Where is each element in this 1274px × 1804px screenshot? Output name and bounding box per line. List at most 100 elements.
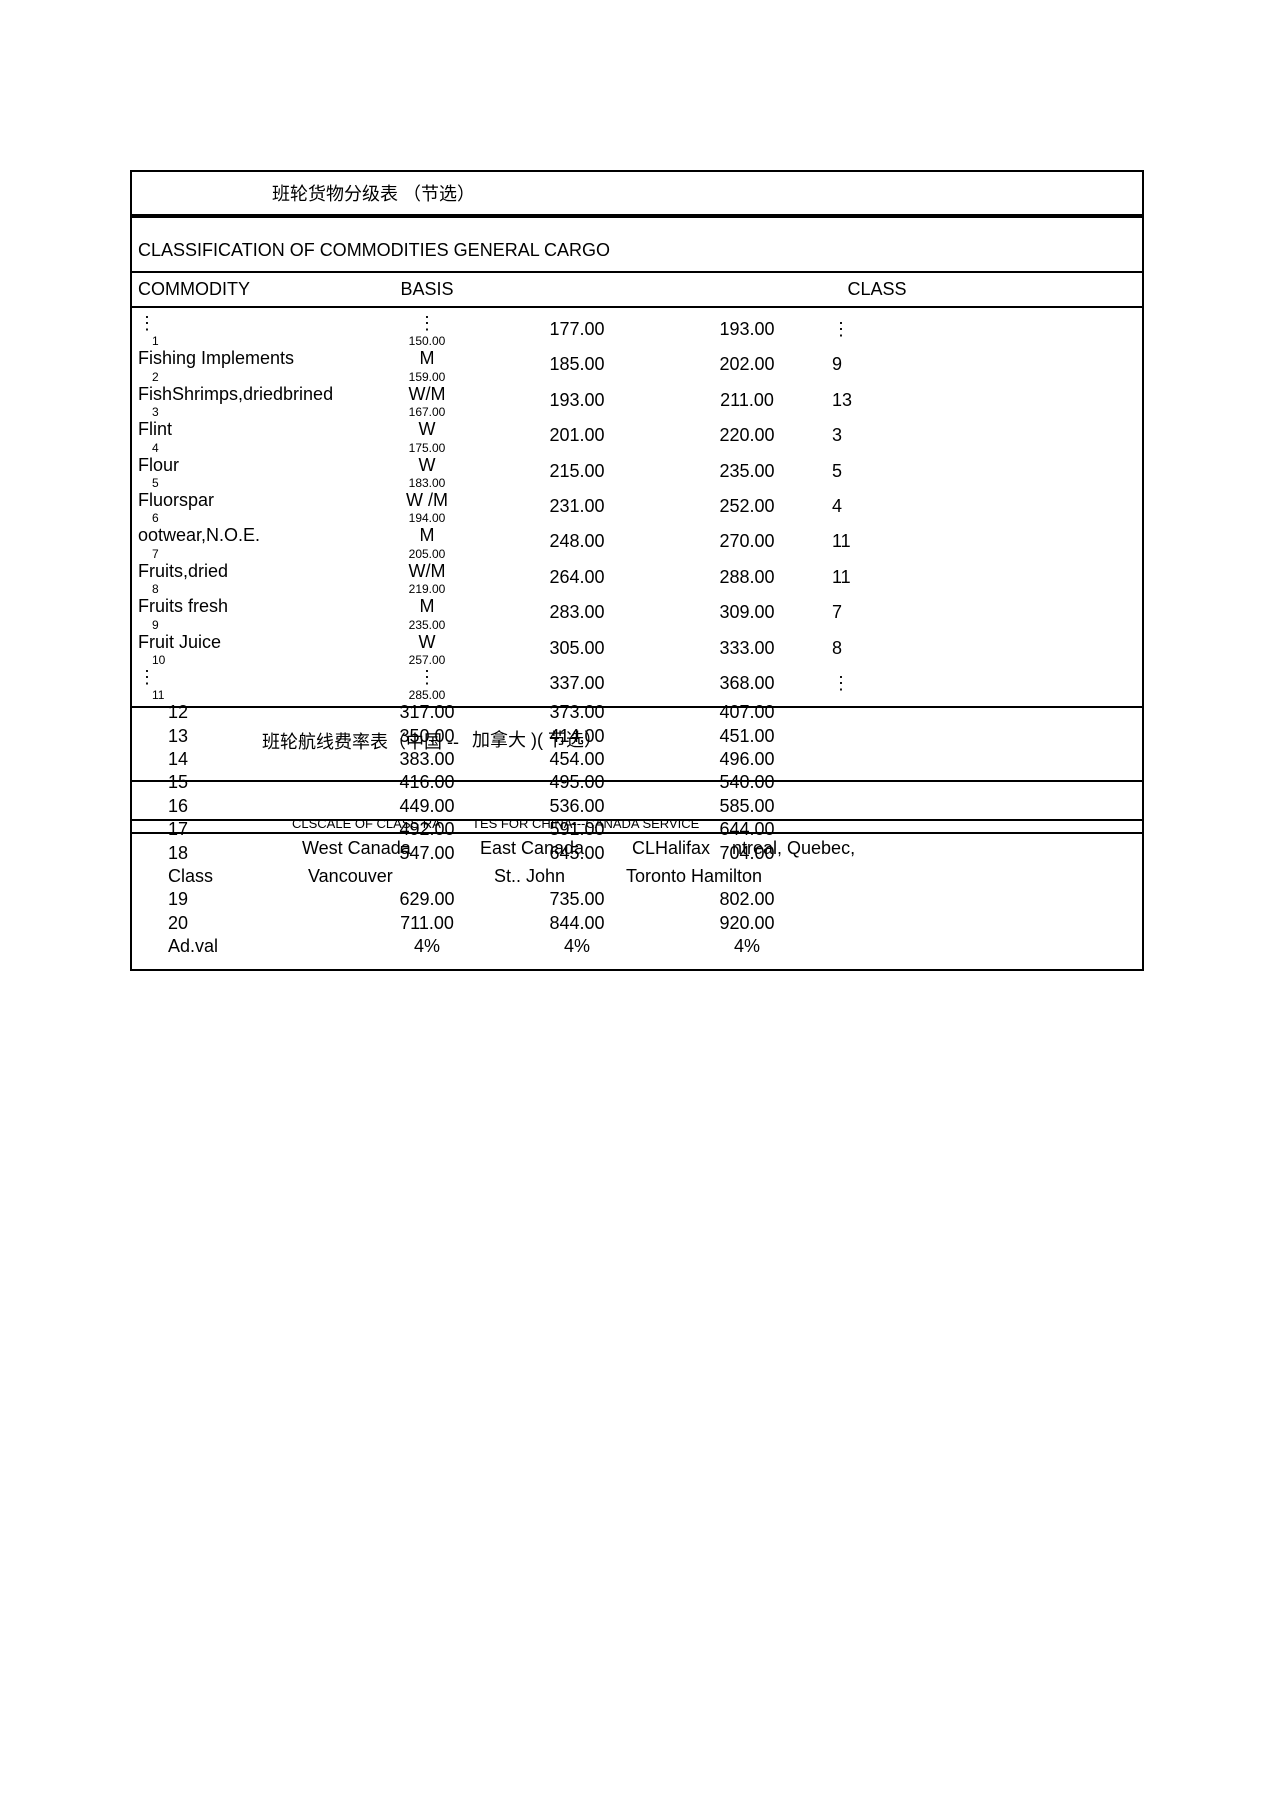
value-cell: 844.00 [492, 912, 662, 935]
table-row: ootwear,N.O.E.7M205.00248.00270.0011 [132, 524, 1142, 559]
basis-cell: 711.00 [362, 912, 492, 935]
value-cell: 454.00 [492, 748, 662, 771]
table-row: Ad.val4%4%4% [132, 935, 1142, 958]
commodity-cell: 16 [132, 795, 362, 818]
table-row: 12317.00373.00407.00 [132, 701, 1142, 724]
table-row: 20711.00844.00920.00 [132, 912, 1142, 935]
commodity-cell: 19 [132, 888, 362, 911]
table-row: Flint4W175.00201.00220.003 [132, 418, 1142, 453]
class-number-cell: 8 [832, 637, 892, 660]
commodity-cell: FishShrimps,driedbrined3 [132, 383, 362, 418]
commodity-cell: ootwear,N.O.E.7 [132, 524, 362, 559]
table-row: Fruit Juice10W257.00305.00333.008 [132, 631, 1142, 666]
value-cell: 235.00 [662, 460, 832, 483]
class-number-cell: 11 [832, 566, 892, 589]
value-cell: 201.00 [492, 424, 662, 447]
value-cell: 368.00 [662, 672, 832, 695]
value-cell: 305.00 [492, 637, 662, 660]
commodity-cell: 18 [132, 842, 362, 865]
basis-cell: ⋮150.00 [362, 312, 492, 347]
table-row: 14383.00454.00496.00 [132, 748, 1142, 771]
value-cell: 231.00 [492, 495, 662, 518]
value-cell: 451.00 [662, 725, 832, 748]
value-cell: 270.00 [662, 530, 832, 553]
basis-cell: W257.00 [362, 631, 492, 666]
commodity-cell: Ad.val [132, 935, 362, 958]
value-cell: 333.00 [662, 637, 832, 660]
basis-cell: W/M219.00 [362, 560, 492, 595]
table-row: ⋮1⋮150.00177.00193.00⋮ [132, 312, 1142, 347]
value-cell: 644.00 [662, 818, 832, 841]
class-number-cell: ⋮ [832, 318, 892, 341]
value-cell: 211.00 [662, 389, 832, 412]
commodity-cell: Class [132, 865, 362, 888]
basis-cell: M205.00 [362, 524, 492, 559]
value-cell: 288.00 [662, 566, 832, 589]
value-cell: 215.00 [492, 460, 662, 483]
value-cell: 202.00 [662, 353, 832, 376]
basis-cell: ⋮285.00 [362, 666, 492, 701]
basis-cell: 350.00 [362, 725, 492, 748]
table-row: Fluorspar6W /M194.00231.00252.004 [132, 489, 1142, 524]
basis-cell: 416.00 [362, 771, 492, 794]
document-frame: 班轮货物分级表 （节选） CLASSIFICATION OF COMMODITI… [130, 170, 1144, 971]
value-cell: 193.00 [492, 389, 662, 412]
class-number-cell: 13 [832, 389, 892, 412]
commodity-cell: 17 [132, 818, 362, 841]
basis-cell: W/M167.00 [362, 383, 492, 418]
class-number-cell: 11 [832, 530, 892, 553]
basis-cell: M235.00 [362, 595, 492, 630]
basis-cell: 547.00 [362, 842, 492, 865]
header-basis: BASIS [362, 279, 492, 300]
header-class: CLASS [492, 279, 1142, 300]
table-row: Class [132, 865, 1142, 888]
class-number-cell: 3 [832, 424, 892, 447]
value-cell: 802.00 [662, 888, 832, 911]
header-commodity: COMMODITY [132, 279, 362, 300]
basis-cell: W183.00 [362, 454, 492, 489]
value-cell: 220.00 [662, 424, 832, 447]
value-cell: 540.00 [662, 771, 832, 794]
value-cell: 283.00 [492, 601, 662, 624]
table1-title: 班轮货物分级表 （节选） [132, 172, 1142, 218]
value-cell: 496.00 [662, 748, 832, 771]
commodity-cell: ⋮11 [132, 666, 362, 701]
value-cell: 373.00 [492, 701, 662, 724]
table-row: Flour5W183.00215.00235.005 [132, 454, 1142, 489]
value-cell: 4% [662, 935, 832, 958]
value-cell: 252.00 [662, 495, 832, 518]
table-row: 18547.00645.00704.00 [132, 842, 1142, 865]
value-cell: 177.00 [492, 318, 662, 341]
basis-cell: W175.00 [362, 418, 492, 453]
basis-cell: W /M194.00 [362, 489, 492, 524]
section-title: CLASSIFICATION OF COMMODITIES GENERAL CA… [132, 218, 1142, 271]
class-number-cell: 9 [832, 353, 892, 376]
value-cell: 645.00 [492, 842, 662, 865]
table-row: 19629.00735.00802.00 [132, 888, 1142, 911]
basis-cell: 317.00 [362, 701, 492, 724]
value-cell: 337.00 [492, 672, 662, 695]
value-cell: 248.00 [492, 530, 662, 553]
commodity-cell: Flint4 [132, 418, 362, 453]
commodity-cell: Fruits,dried8 [132, 560, 362, 595]
header-row: COMMODITY BASIS CLASS [132, 271, 1142, 308]
basis-cell: 4% [362, 935, 492, 958]
commodity-cell: Fruits fresh9 [132, 595, 362, 630]
value-cell: 4% [492, 935, 662, 958]
value-cell: 414.00 [492, 725, 662, 748]
value-cell: 585.00 [662, 795, 832, 818]
table-row: FishShrimps,driedbrined3W/M167.00193.002… [132, 383, 1142, 418]
basis-cell: 383.00 [362, 748, 492, 771]
value-cell: 704.00 [662, 842, 832, 865]
commodity-cell: Fluorspar6 [132, 489, 362, 524]
commodity-cell: Fruit Juice10 [132, 631, 362, 666]
value-cell: 185.00 [492, 353, 662, 376]
value-cell: 735.00 [492, 888, 662, 911]
table-row: ⋮11⋮285.00337.00368.00⋮ [132, 666, 1142, 701]
table-row: 15416.00495.00540.00 [132, 771, 1142, 794]
class-number-cell: 7 [832, 601, 892, 624]
table-row: Fishing Implements2M159.00185.00202.009 [132, 347, 1142, 382]
value-cell: 495.00 [492, 771, 662, 794]
commodity-cell: 12 [132, 701, 362, 724]
commodity-cell: 15 [132, 771, 362, 794]
